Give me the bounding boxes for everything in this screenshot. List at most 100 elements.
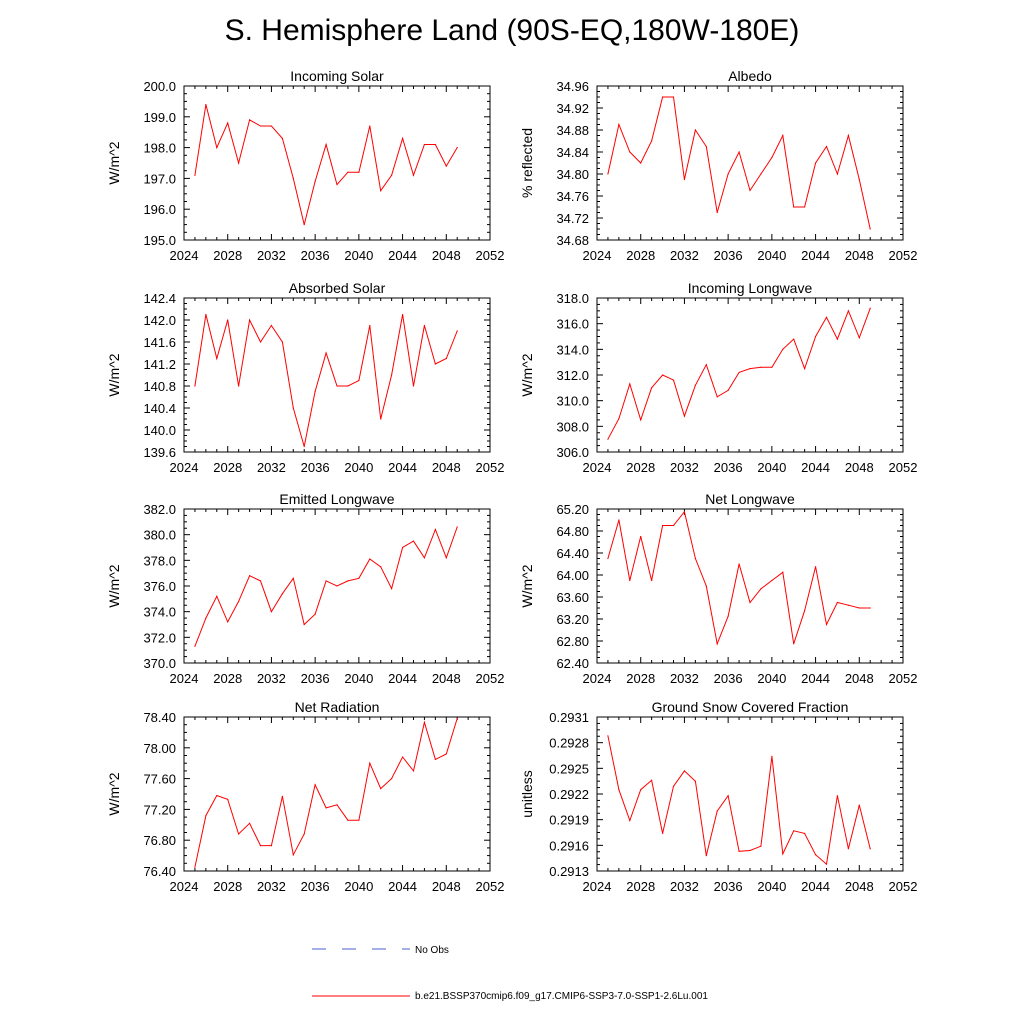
chart-panel-5: Net Longwave W/m^2 2024 2028 2032 2036 2040 204…	[519, 491, 917, 686]
y-tick-label: 370.0	[143, 656, 176, 671]
data-point	[836, 601, 839, 604]
x-tick-label: 2024	[170, 879, 199, 894]
data-point	[270, 844, 273, 847]
y-tick-label: 200.0	[143, 79, 176, 94]
data-point	[248, 822, 251, 824]
data-point	[314, 613, 316, 615]
data-point	[205, 313, 207, 316]
data-point	[618, 123, 620, 126]
data-point	[782, 348, 784, 350]
data-point	[281, 593, 283, 595]
data-point	[825, 145, 828, 148]
data-point	[749, 189, 751, 192]
y-tick-label: 34.72	[556, 211, 589, 226]
data-point	[716, 396, 718, 398]
chart-panel-2: Absorbed Solar W/m^2 2024 2028 2032 2036 2040 2…	[106, 280, 504, 475]
y-axis-label: W/m^2	[106, 772, 122, 815]
data-point	[434, 363, 436, 365]
y-tick-label: 63.20	[556, 612, 589, 627]
series-line-0	[194, 526, 458, 647]
data-point	[216, 595, 218, 597]
data-point	[727, 173, 729, 175]
data-point	[336, 804, 338, 806]
data-point	[292, 577, 294, 579]
x-tick-label: 2024	[170, 460, 199, 475]
y-tick-label: 0.2925	[549, 761, 589, 776]
data-point	[423, 143, 426, 146]
y-tick-label: 34.92	[556, 101, 589, 116]
y-tick-label: 0.2928	[549, 736, 589, 751]
data-point	[369, 762, 371, 764]
data-point	[793, 643, 795, 645]
x-tick-label: 2028	[213, 671, 242, 686]
x-tick-label: 2048	[432, 879, 461, 894]
data-point	[869, 228, 871, 230]
y-tick-label: 64.00	[556, 568, 589, 583]
y-tick-label: 312.0	[556, 368, 589, 383]
data-point	[651, 140, 653, 142]
data-point	[661, 832, 664, 834]
data-point	[847, 310, 849, 312]
x-tick-label: 2048	[432, 248, 461, 263]
data-point	[281, 795, 283, 797]
data-point	[640, 419, 642, 421]
x-tick-label: 2028	[626, 671, 655, 686]
data-point	[238, 385, 240, 387]
x-tick-label: 2052	[889, 248, 918, 263]
data-point	[640, 789, 642, 791]
y-tick-label: 77.20	[143, 802, 176, 817]
data-point	[423, 721, 426, 723]
data-point	[445, 165, 447, 167]
y-axis-label: % reflected	[519, 128, 535, 198]
data-point	[270, 611, 273, 613]
data-point	[716, 810, 718, 812]
y-tick-label: 318.0	[556, 291, 589, 306]
data-point	[434, 528, 436, 531]
data-point	[738, 151, 740, 153]
data-point	[804, 206, 806, 208]
data-point	[782, 853, 784, 855]
series-line-0	[607, 308, 871, 440]
data-point	[782, 134, 784, 137]
data-point	[456, 330, 458, 332]
plot-frame	[183, 297, 491, 453]
data-point	[836, 173, 839, 175]
data-point	[336, 385, 338, 387]
data-point	[793, 206, 795, 208]
data-point	[248, 319, 251, 321]
data-point	[423, 557, 426, 559]
data-point	[303, 833, 305, 835]
x-tick-label: 2028	[626, 248, 655, 263]
data-point	[651, 579, 653, 582]
data-point	[325, 143, 327, 146]
plot-frame	[183, 716, 491, 872]
chart-panel-4: Emitted Longwave W/m^2 2024 2028 2032 2036 204…	[106, 491, 504, 686]
y-tick-label: 380.0	[143, 528, 176, 543]
data-point	[749, 601, 751, 604]
data-point	[401, 313, 404, 316]
data-point	[238, 162, 240, 164]
data-point	[683, 511, 686, 513]
y-tick-label: 62.40	[556, 656, 589, 671]
x-tick-label: 2048	[432, 460, 461, 475]
y-axis-label: W/m^2	[106, 564, 122, 607]
data-point	[640, 162, 642, 164]
x-tick-label: 2040	[757, 248, 786, 263]
data-point	[629, 579, 631, 582]
data-point	[380, 788, 382, 790]
y-tick-label: 372.0	[143, 630, 176, 645]
data-point	[672, 96, 675, 98]
data-point	[825, 863, 828, 865]
y-tick-label: 76.40	[143, 864, 176, 879]
y-axis-label: W/m^2	[106, 141, 122, 184]
data-point	[336, 585, 338, 587]
x-tick-label: 2052	[889, 671, 918, 686]
y-tick-label: 63.60	[556, 590, 589, 605]
data-point	[716, 211, 718, 214]
x-tick-label: 2032	[257, 879, 286, 894]
x-tick-label: 2040	[757, 879, 786, 894]
x-tick-label: 2048	[845, 879, 874, 894]
data-point	[651, 387, 653, 389]
data-point	[749, 367, 751, 370]
x-tick-label: 2048	[432, 671, 461, 686]
